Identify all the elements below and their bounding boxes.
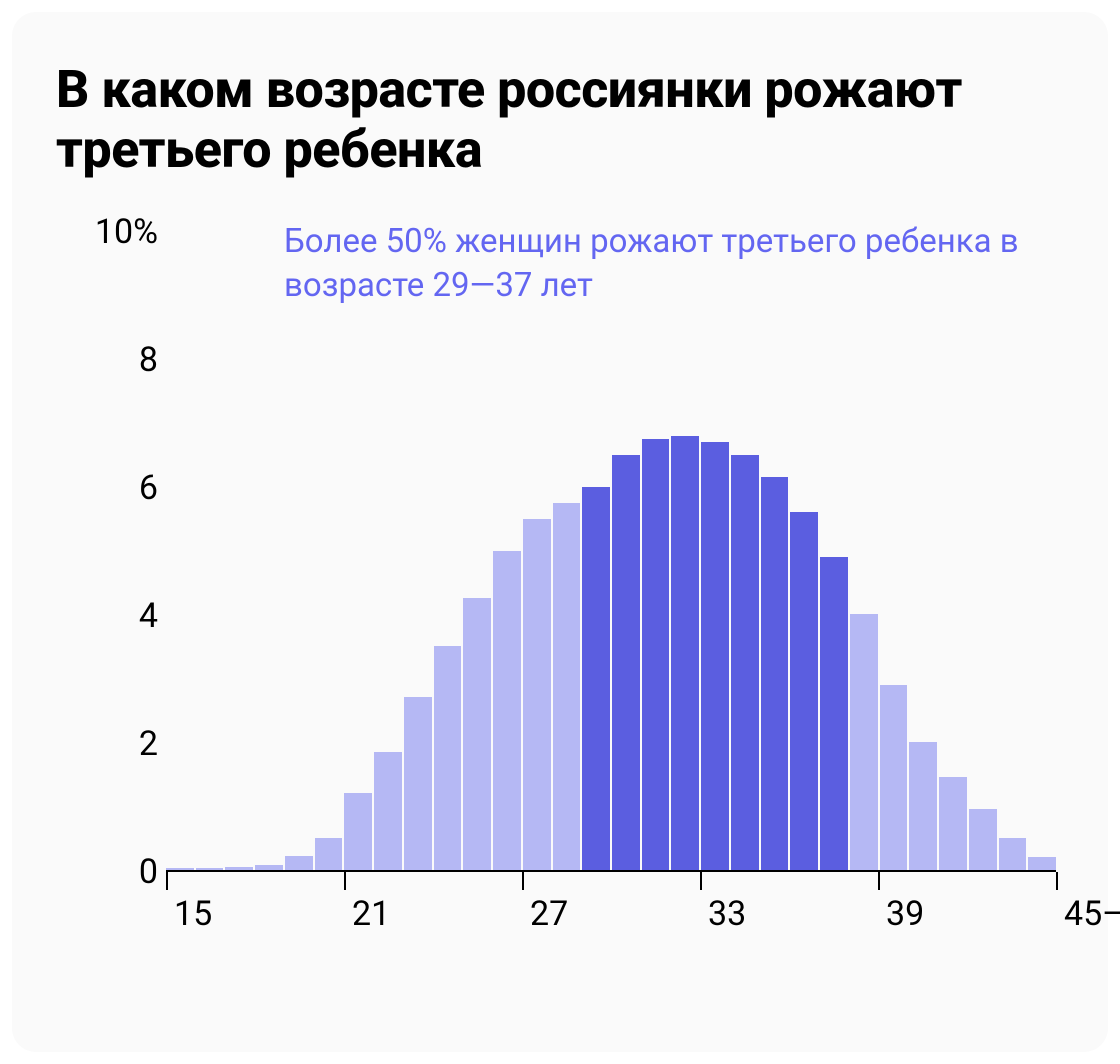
bar bbox=[731, 455, 759, 870]
y-tick-label: 0 bbox=[139, 852, 158, 892]
bar bbox=[463, 598, 491, 869]
x-tick-label: 45—50 bbox=[1064, 894, 1120, 934]
bar bbox=[850, 614, 878, 869]
x-tick: 33 bbox=[700, 872, 702, 890]
y-tick-label: 8 bbox=[139, 340, 158, 380]
x-tick: 15 bbox=[166, 872, 168, 890]
bar bbox=[612, 455, 640, 870]
bar bbox=[701, 442, 729, 869]
bar bbox=[493, 551, 521, 870]
x-tick-label: 27 bbox=[530, 894, 568, 934]
x-tick-label: 39 bbox=[886, 894, 924, 934]
y-tick-label: 10% bbox=[95, 212, 158, 252]
bars-container bbox=[166, 232, 1056, 870]
bar bbox=[671, 436, 699, 870]
x-tick: 39 bbox=[878, 872, 880, 890]
x-tick-label: 21 bbox=[352, 894, 390, 934]
y-tick-label: 6 bbox=[139, 468, 158, 508]
bar bbox=[1028, 857, 1056, 870]
bar bbox=[166, 868, 194, 869]
bar bbox=[434, 646, 462, 869]
bar bbox=[285, 856, 313, 870]
bar bbox=[939, 777, 967, 870]
y-axis: 0246810% bbox=[56, 232, 166, 872]
bar bbox=[344, 793, 372, 870]
x-tick: 45—50 bbox=[1056, 872, 1058, 890]
bar bbox=[255, 865, 283, 870]
bar bbox=[820, 557, 848, 870]
bar bbox=[582, 487, 610, 870]
bar bbox=[553, 503, 581, 870]
bar bbox=[374, 752, 402, 870]
bar bbox=[790, 512, 818, 869]
x-tick: 27 bbox=[522, 872, 524, 890]
chart-card: В каком возрасте россиянки рожают третье… bbox=[12, 12, 1108, 1052]
x-tick-label: 33 bbox=[708, 894, 746, 934]
chart-area: Более 50% женщин рожают третьего ребенка… bbox=[56, 232, 1064, 992]
bar bbox=[196, 868, 224, 870]
bar bbox=[225, 867, 253, 870]
x-tick-mark bbox=[700, 872, 702, 890]
x-tick-mark bbox=[166, 872, 168, 890]
bar bbox=[969, 809, 997, 870]
bar bbox=[523, 519, 551, 870]
x-tick-mark bbox=[522, 872, 524, 890]
y-tick-label: 4 bbox=[139, 596, 158, 636]
bar bbox=[761, 477, 789, 869]
bar bbox=[999, 838, 1027, 870]
x-tick-label: 15 bbox=[174, 894, 212, 934]
bar bbox=[315, 838, 343, 870]
x-axis: 15 21 27 33 39 45—50 bbox=[166, 872, 1056, 952]
x-tick-mark bbox=[1056, 872, 1058, 890]
plot-area bbox=[166, 232, 1056, 872]
x-tick: 21 bbox=[344, 872, 346, 890]
y-tick-label: 2 bbox=[139, 724, 158, 764]
bar bbox=[909, 742, 937, 870]
x-tick-mark bbox=[878, 872, 880, 890]
bar bbox=[642, 439, 670, 870]
bar bbox=[404, 697, 432, 869]
bar bbox=[880, 685, 908, 870]
chart-title: В каком возрасте россиянки рожают третье… bbox=[56, 60, 1064, 180]
x-tick-mark bbox=[344, 872, 346, 890]
